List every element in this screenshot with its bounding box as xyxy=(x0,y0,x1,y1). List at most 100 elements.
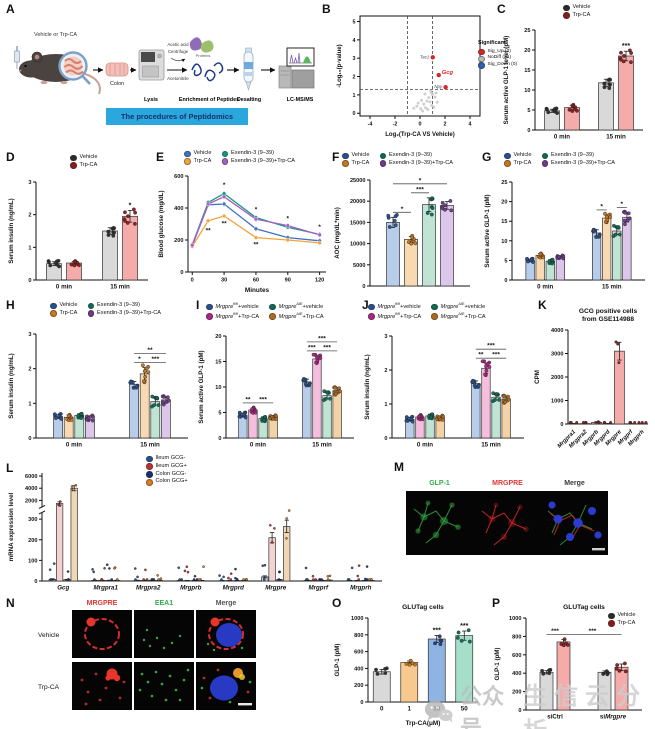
svg-text:600: 600 xyxy=(174,174,183,180)
panel-h: H Vehicle Trp-CA Exendin-3 (9–39) Exendin-3… xyxy=(6,298,198,456)
svg-text:60: 60 xyxy=(253,278,259,284)
svg-text:1: 1 xyxy=(28,245,31,251)
svg-text:1: 1 xyxy=(353,93,356,99)
n-scale-bar xyxy=(238,703,252,706)
svg-text:400: 400 xyxy=(512,671,521,677)
svg-text:Mrgprf: Mrgprf xyxy=(308,585,329,592)
svg-text:10: 10 xyxy=(215,385,221,391)
svg-text:Mrgpra2: Mrgpra2 xyxy=(136,585,161,592)
svg-text:***: *** xyxy=(151,356,159,363)
svg-text:300: 300 xyxy=(28,517,37,523)
svg-text:3000: 3000 xyxy=(551,352,563,358)
svg-text:siCtrl: siCtrl xyxy=(547,714,563,721)
svg-text:*: * xyxy=(318,224,321,231)
svg-text:200: 200 xyxy=(512,690,521,696)
svg-text:2: 2 xyxy=(353,75,356,81)
svg-text:Gcg: Gcg xyxy=(442,70,454,76)
panel-k: K GCG positive cells from GSE114988 0 1000 2… xyxy=(532,298,655,468)
legend-item: Vehicle xyxy=(70,154,98,162)
svg-text:0 min: 0 min xyxy=(537,284,553,291)
panel-j: J Mrgprefl/fl+vehicle Mrgprefl/fl+Trp-CA M… xyxy=(362,298,534,456)
svg-text:Mrgpre: Mrgpre xyxy=(265,585,287,592)
svg-text:1000: 1000 xyxy=(509,616,521,622)
glp1-level-bar-chart: 0 5 10 15 20 25 0 min 15 min *** Serum active GLP… xyxy=(501,24,651,144)
svg-text:-2: -2 xyxy=(393,122,398,128)
svg-text:15 min: 15 min xyxy=(606,134,626,141)
svg-text:20000: 20000 xyxy=(350,199,366,205)
svg-text:1000: 1000 xyxy=(551,399,563,405)
mrgpre-cell-bodies xyxy=(488,502,529,541)
svg-text:GLP-1 (pM): GLP-1 (pM) xyxy=(494,648,501,681)
legend-item: Mrgprefl/fl+vehicle xyxy=(206,302,259,312)
svg-text:***: *** xyxy=(551,628,559,635)
svg-text:50: 50 xyxy=(461,706,468,713)
svg-text:15 min: 15 min xyxy=(481,442,501,449)
legend-item: Exendin-3 (9–39)+Trp-CA xyxy=(221,158,295,166)
panel-e-label: E xyxy=(156,150,165,164)
n-row-trpca: Trp-CA xyxy=(38,684,60,691)
legend-item: Trp-CA xyxy=(342,160,370,168)
legend-item: Vehicle xyxy=(504,152,532,160)
svg-text:siMrgpre: siMrgpre xyxy=(600,714,627,721)
legend-item: Sig_Up (3) xyxy=(478,49,534,56)
svg-text:Serum active GLP-1 level (pM): Serum active GLP-1 level (pM) xyxy=(503,36,510,125)
glutag-dose-bar-chart: GLUTag cells 0 200 400 600 800 1000 0 1 10 50 *** **… xyxy=(332,600,488,728)
svg-text:15 min: 15 min xyxy=(602,284,622,291)
legend-item: MrgpreΔIE+vehicle xyxy=(431,302,485,312)
svg-text:4: 4 xyxy=(469,122,472,128)
svg-text:0 min: 0 min xyxy=(417,442,433,449)
svg-text:3: 3 xyxy=(353,56,356,62)
svg-text:CPM: CPM xyxy=(534,370,541,384)
svg-text:*: * xyxy=(223,182,226,189)
legend-item: Mrgprefl/fl+vehicle xyxy=(368,302,421,312)
panel-e: E Vehicle Trp-CA Exendin-3 (9–39) Exendin-3… xyxy=(156,150,334,298)
panel-p-label: P xyxy=(492,596,501,610)
svg-text:2: 2 xyxy=(28,367,31,373)
legend-item: Vehicle xyxy=(184,150,212,158)
svg-text:15: 15 xyxy=(215,360,221,366)
svg-text:0: 0 xyxy=(518,708,521,714)
merge-cells xyxy=(547,501,605,551)
panel-d-label: D xyxy=(6,150,15,164)
panel-m: M GLP-1 MRGPRE Merge xyxy=(390,458,655,592)
proteins-icon xyxy=(189,37,214,53)
legend-item: Trp-CA xyxy=(563,12,591,20)
legend-item: Trp-CA xyxy=(608,620,636,628)
colon-label: Colon xyxy=(110,81,124,87)
svg-text:*: * xyxy=(401,206,404,213)
aoc-bar-chart: 0 5000 10000 15000 20000 25000 * *** * AOC (mg/dL… xyxy=(332,172,482,296)
svg-text:*: * xyxy=(255,207,258,214)
panel-n-label: N xyxy=(6,596,15,610)
svg-text:***: *** xyxy=(433,627,441,634)
svg-text:1000: 1000 xyxy=(351,616,363,622)
panel-g: G Vehicle Trp-CA Exendin-3 (9–39) Exendin-3… xyxy=(482,150,655,298)
svg-text:***: *** xyxy=(416,186,424,193)
panel-d-legend: Vehicle Trp-CA xyxy=(70,154,98,170)
svg-text:0 min: 0 min xyxy=(554,134,570,141)
svg-text:**: ** xyxy=(478,352,484,359)
legend-item: Trp-CA xyxy=(70,162,98,170)
panel-i-legend: Mrgprefl/fl+vehicle Mrgprefl/fl+Trp-CA Mrg… xyxy=(206,302,324,321)
svg-text:3: 3 xyxy=(28,180,31,186)
svg-text:0 min: 0 min xyxy=(250,442,266,449)
proteins-label: Proteins xyxy=(196,53,211,58)
svg-text:0: 0 xyxy=(384,436,387,442)
enrichment-label: Enrichment of Peptides xyxy=(179,97,239,103)
svg-text:800: 800 xyxy=(512,634,521,640)
svg-text:0: 0 xyxy=(180,270,183,276)
svg-text:**: ** xyxy=(253,242,258,249)
svg-text:20: 20 xyxy=(215,334,221,340)
svg-text:**: ** xyxy=(222,220,227,227)
svg-text:20: 20 xyxy=(501,200,507,206)
legend-item: Mrgprefl/fl+Trp-CA xyxy=(368,312,421,322)
svg-text:***: *** xyxy=(318,335,326,342)
svg-text:Mrgprh: Mrgprh xyxy=(350,585,372,592)
svg-text:25: 25 xyxy=(524,28,530,34)
panel-f-legend: Vehicle Trp-CA Exendin-3 (9–39) Exendin-3 (… xyxy=(342,152,453,168)
legend-item: Exendin-3 (9–39) xyxy=(541,152,616,160)
panel-g-legend: Vehicle Trp-CA Exendin-3 (9–39) Exendin-3 (… xyxy=(504,152,615,168)
glutag-sirna-bar-chart: GLUTag cells 0 200 400 600 800 1000 siCtrl siMrg… xyxy=(492,600,652,724)
legend-item: Exendin-3 (9–39) xyxy=(221,150,296,158)
